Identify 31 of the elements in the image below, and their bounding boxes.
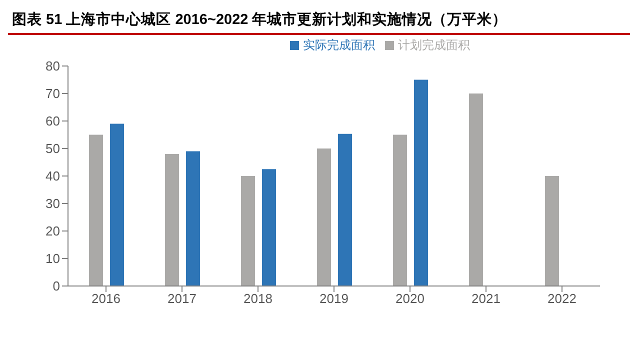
- y-tick-label: 50: [46, 141, 60, 156]
- y-tick-label: 30: [46, 196, 60, 212]
- x-tick-label: 2019: [320, 291, 348, 306]
- x-tick-label: 2017: [168, 291, 196, 306]
- legend-label: 实际完成面积: [303, 38, 375, 52]
- x-tick-label: 2020: [396, 291, 424, 306]
- bar: [393, 134, 407, 286]
- x-tick-label: 2018: [244, 291, 272, 306]
- chart-title: 图表 51 上海市中心城区 2016~2022 年城市更新计划和实施情况（万平米）: [8, 8, 630, 35]
- bar: [186, 151, 200, 286]
- y-tick-label: 60: [46, 114, 60, 129]
- x-tick-label: 2016: [92, 291, 120, 306]
- bar: [414, 80, 428, 286]
- bar: [338, 134, 352, 286]
- y-tick-label: 20: [46, 224, 60, 239]
- legend-label: 计划完成面积: [398, 38, 470, 52]
- bar: [262, 169, 276, 286]
- y-tick-label: 80: [46, 58, 60, 74]
- y-tick-label: 0: [52, 278, 60, 294]
- y-tick-label: 40: [46, 168, 60, 184]
- x-tick-label: 2022: [548, 291, 576, 306]
- y-tick-label: 70: [46, 86, 60, 102]
- bar: [89, 134, 103, 286]
- bar: [317, 148, 331, 286]
- bar: [545, 176, 559, 286]
- y-tick-label: 10: [46, 251, 60, 266]
- bar: [469, 94, 483, 286]
- bar: [110, 124, 124, 286]
- bar: [165, 154, 179, 286]
- bar: [241, 176, 255, 286]
- x-tick-label: 2021: [472, 291, 500, 306]
